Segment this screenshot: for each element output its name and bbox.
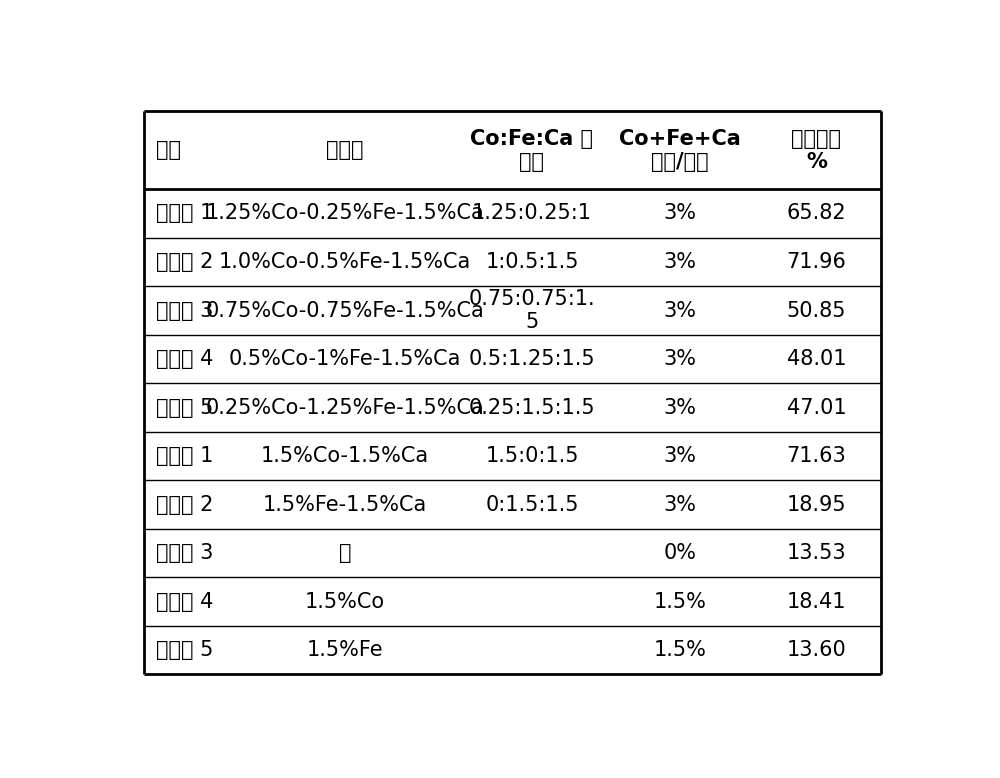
Text: 1.5%Co: 1.5%Co bbox=[305, 591, 385, 612]
Text: 13.53: 13.53 bbox=[787, 543, 846, 563]
Text: 3%: 3% bbox=[664, 446, 697, 466]
Text: 实施例 5: 实施例 5 bbox=[156, 398, 213, 418]
Text: 1.5%Co-1.5%Ca: 1.5%Co-1.5%Ca bbox=[261, 446, 429, 466]
Text: 1.25%Co-0.25%Fe-1.5%Ca: 1.25%Co-0.25%Fe-1.5%Ca bbox=[206, 204, 484, 223]
Text: 3%: 3% bbox=[664, 349, 697, 369]
Text: 1.5%: 1.5% bbox=[654, 591, 706, 612]
Text: 71.63: 71.63 bbox=[786, 446, 846, 466]
Text: 0:1.5:1.5: 0:1.5:1.5 bbox=[485, 495, 579, 514]
Text: 3%: 3% bbox=[664, 398, 697, 418]
Text: 1.0%Co-0.5%Fe-1.5%Ca: 1.0%Co-0.5%Fe-1.5%Ca bbox=[219, 252, 471, 272]
Text: 实施例 2: 实施例 2 bbox=[156, 252, 213, 272]
Text: 47.01: 47.01 bbox=[787, 398, 846, 418]
Text: 催化剂: 催化剂 bbox=[326, 140, 364, 160]
Text: Co:Fe:Ca 质
量比: Co:Fe:Ca 质 量比 bbox=[470, 128, 593, 172]
Text: 比较例 4: 比较例 4 bbox=[156, 591, 213, 612]
Text: Co+Fe+Ca
用量/煤焦: Co+Fe+Ca 用量/煤焦 bbox=[619, 128, 741, 172]
Text: 0.75:0.75:1.
5: 0.75:0.75:1. 5 bbox=[469, 289, 595, 332]
Text: 0.25:1.5:1.5: 0.25:1.5:1.5 bbox=[469, 398, 595, 418]
Text: 名称: 名称 bbox=[156, 140, 181, 160]
Text: 0.25%Co-1.25%Fe-1.5%Ca: 0.25%Co-1.25%Fe-1.5%Ca bbox=[206, 398, 484, 418]
Text: 实施例 3: 实施例 3 bbox=[156, 300, 213, 321]
Text: 比较例 3: 比较例 3 bbox=[156, 543, 213, 563]
Text: 0.5:1.25:1.5: 0.5:1.25:1.5 bbox=[469, 349, 595, 369]
Text: 1:0.5:1.5: 1:0.5:1.5 bbox=[485, 252, 579, 272]
Text: 1.5%Fe: 1.5%Fe bbox=[307, 640, 383, 661]
Text: 0.75%Co-0.75%Fe-1.5%Ca: 0.75%Co-0.75%Fe-1.5%Ca bbox=[206, 300, 484, 321]
Text: 71.96: 71.96 bbox=[786, 252, 846, 272]
Text: 甲烷产率
%: 甲烷产率 % bbox=[791, 128, 841, 172]
Text: 18.41: 18.41 bbox=[787, 591, 846, 612]
Text: 无: 无 bbox=[339, 543, 351, 563]
Text: 0.5%Co-1%Fe-1.5%Ca: 0.5%Co-1%Fe-1.5%Ca bbox=[229, 349, 461, 369]
Text: 比较例 5: 比较例 5 bbox=[156, 640, 213, 661]
Text: 1.5:0:1.5: 1.5:0:1.5 bbox=[485, 446, 579, 466]
Text: 实施例 4: 实施例 4 bbox=[156, 349, 213, 369]
Text: 50.85: 50.85 bbox=[787, 300, 846, 321]
Text: 3%: 3% bbox=[664, 252, 697, 272]
Text: 1.5%: 1.5% bbox=[654, 640, 706, 661]
Text: 18.95: 18.95 bbox=[787, 495, 846, 514]
Text: 3%: 3% bbox=[664, 495, 697, 514]
Text: 比较例 1: 比较例 1 bbox=[156, 446, 213, 466]
Text: 48.01: 48.01 bbox=[787, 349, 846, 369]
Text: 0%: 0% bbox=[664, 543, 697, 563]
Text: 65.82: 65.82 bbox=[787, 204, 846, 223]
Text: 1.5%Fe-1.5%Ca: 1.5%Fe-1.5%Ca bbox=[263, 495, 427, 514]
Text: 1.25:0.25:1: 1.25:0.25:1 bbox=[472, 204, 592, 223]
Text: 3%: 3% bbox=[664, 300, 697, 321]
Text: 3%: 3% bbox=[664, 204, 697, 223]
Text: 13.60: 13.60 bbox=[786, 640, 846, 661]
Text: 实施例 1: 实施例 1 bbox=[156, 204, 213, 223]
Text: 比较例 2: 比较例 2 bbox=[156, 495, 213, 514]
